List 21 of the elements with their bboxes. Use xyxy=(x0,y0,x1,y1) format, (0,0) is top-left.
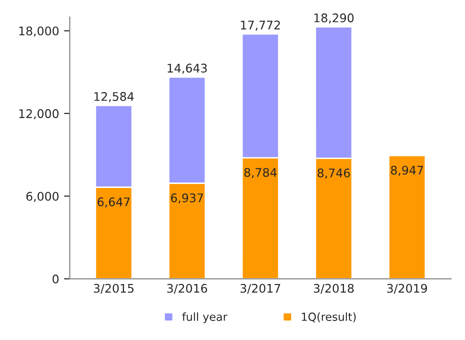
y-tick-label: 12,000 xyxy=(19,109,59,120)
legend-label: 1Q(result) xyxy=(302,312,356,322)
x-tick-label: 3/2017 xyxy=(240,284,280,294)
x-tick-label: 3/2015 xyxy=(94,284,134,294)
total-label: 12,584 xyxy=(94,92,134,102)
y-tick-label: 6,000 xyxy=(26,192,59,202)
total-label: 18,290 xyxy=(314,13,354,24)
y-tick-label: 0 xyxy=(52,274,59,284)
x-tick-label: 3/2018 xyxy=(314,284,354,294)
x-tick-label: 3/2016 xyxy=(167,284,208,294)
y-tick-label: 18,000 xyxy=(19,26,59,37)
data-label: 8,947 xyxy=(390,166,423,176)
total-label: 17,772 xyxy=(241,20,280,31)
data-label: 8,746 xyxy=(318,168,350,179)
x-tick-label: 3/2019 xyxy=(387,284,427,294)
data-label: 6,937 xyxy=(171,193,203,204)
bar xyxy=(388,154,426,279)
legend-label: full year xyxy=(182,312,228,324)
data-label: 6,647 xyxy=(98,197,130,208)
total-label: 14,643 xyxy=(168,64,207,74)
data-label: 8,784 xyxy=(244,168,277,178)
